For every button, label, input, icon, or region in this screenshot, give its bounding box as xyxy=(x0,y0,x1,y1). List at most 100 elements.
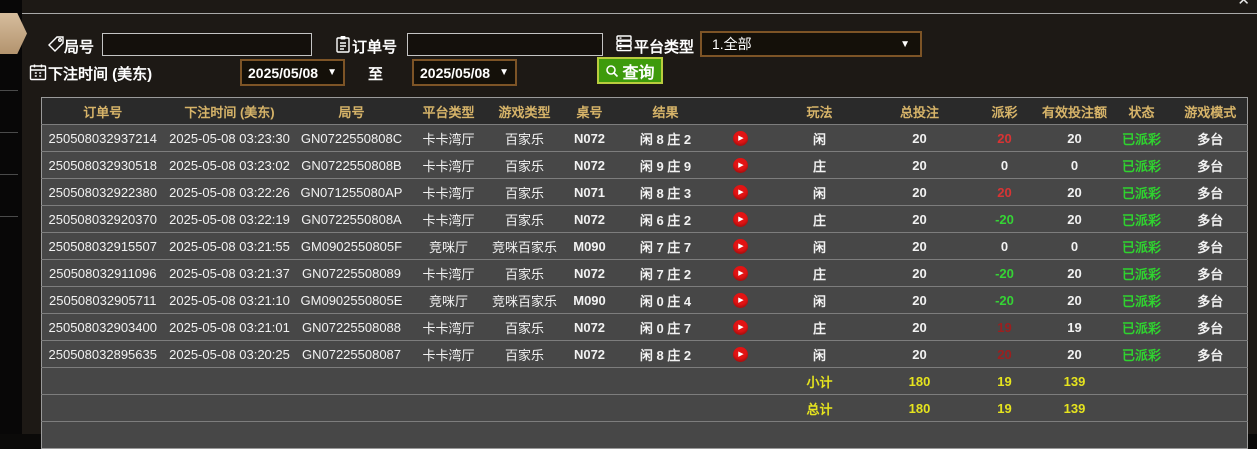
order-no: 250508032911096 xyxy=(49,265,157,281)
status-badge: 已派彩 xyxy=(1121,239,1161,255)
total-bet: 20 xyxy=(912,157,927,173)
total-bet: 20 xyxy=(912,265,927,281)
list-icon xyxy=(614,33,634,53)
search-icon xyxy=(606,64,619,77)
play-video-icon[interactable]: ▶ xyxy=(733,266,748,282)
valid-bet: 0 xyxy=(1070,238,1079,254)
round-no: GN0722550808C xyxy=(300,130,403,146)
status-badge: 已派彩 xyxy=(1121,347,1161,363)
table-no: N071 xyxy=(573,184,606,200)
game-type: 竞咪百家乐 xyxy=(491,239,557,255)
platform-type-select[interactable]: 1.全部 ▼ xyxy=(700,31,922,57)
order-no: 250508032920370 xyxy=(48,211,157,227)
bet-time: 2025-05-08 03:21:10 xyxy=(169,292,290,308)
query-button[interactable]: 查询 xyxy=(597,57,663,84)
game-type: 百家乐 xyxy=(504,320,544,336)
payout: -20 xyxy=(995,292,1014,308)
bet-time: 2025-05-08 03:23:30 xyxy=(169,130,290,146)
result: 闲 8 庄 2 xyxy=(639,347,692,363)
col-round: 局号 xyxy=(295,97,408,125)
play-video-icon[interactable]: ▶ xyxy=(733,347,748,363)
table-no: N072 xyxy=(573,346,606,362)
round-no: GN07225508088 xyxy=(301,319,402,335)
empty-row xyxy=(41,421,1248,449)
play-video-icon[interactable]: ▶ xyxy=(733,158,748,174)
platform: 竞咪厅 xyxy=(428,239,468,255)
valid-bet: 20 xyxy=(1067,265,1082,281)
total-bet: 20 xyxy=(912,184,927,200)
chevron-down-icon: ▼ xyxy=(900,38,910,50)
play-video-icon[interactable]: ▶ xyxy=(733,212,748,228)
col-payout: 派彩 xyxy=(969,97,1040,125)
table-row: 250508032895635 2025-05-08 03:20:25 GN07… xyxy=(41,340,1248,368)
play-type: 庄 xyxy=(812,266,826,282)
valid-bet: 19 xyxy=(1067,319,1082,335)
play-video-icon[interactable]: ▶ xyxy=(733,131,748,147)
result: 闲 9 庄 9 xyxy=(639,158,692,174)
total-bet: 20 xyxy=(912,319,927,335)
play-type: 庄 xyxy=(812,212,826,228)
round-number-input[interactable] xyxy=(102,33,312,56)
valid-bet: 20 xyxy=(1067,346,1082,362)
platform-type-label: 平台类型 xyxy=(634,39,695,56)
play-type: 闲 xyxy=(812,347,826,363)
play-video-icon[interactable]: ▶ xyxy=(733,293,748,309)
order-no: 250508032903400 xyxy=(48,319,157,335)
play-video-icon[interactable]: ▶ xyxy=(733,239,748,255)
play-video-icon[interactable]: ▶ xyxy=(733,320,748,336)
platform: 卡卡湾厅 xyxy=(422,185,475,201)
table-row: 250508032920370 2025-05-08 03:22:19 GN07… xyxy=(41,205,1248,233)
game-mode: 多台 xyxy=(1197,266,1224,282)
table-row: 250508032930518 2025-05-08 03:23:02 GN07… xyxy=(41,151,1248,179)
order-no: 250508032930518 xyxy=(48,157,157,173)
payout: 20 xyxy=(997,184,1012,200)
order-number-input[interactable] xyxy=(407,33,603,56)
bet-time: 2025-05-08 03:21:37 xyxy=(169,265,290,281)
table-row: 250508032911096 2025-05-08 03:21:37 GN07… xyxy=(41,259,1248,287)
platform: 卡卡湾厅 xyxy=(422,320,475,336)
col-table-no: 桌号 xyxy=(559,97,620,125)
platform: 卡卡湾厅 xyxy=(422,158,475,174)
to-label: 至 xyxy=(368,66,384,83)
col-status: 状态 xyxy=(1109,97,1174,125)
date-from-select[interactable]: 2025/05/08 ▼ xyxy=(240,59,345,86)
order-no: 250508032915507 xyxy=(48,238,157,254)
order-no: 250508032905711 xyxy=(49,292,157,308)
game-mode: 多台 xyxy=(1197,320,1224,336)
status-badge: 已派彩 xyxy=(1121,320,1161,336)
total-bet: 20 xyxy=(912,211,927,227)
valid-bet: 20 xyxy=(1067,292,1082,308)
col-game-type: 游戏类型 xyxy=(489,97,560,125)
play-type: 庄 xyxy=(812,320,826,336)
col-game-mode: 游戏模式 xyxy=(1173,97,1248,125)
result: 闲 7 庄 2 xyxy=(639,266,692,282)
result: 闲 7 庄 7 xyxy=(639,239,692,255)
play-video-icon[interactable]: ▶ xyxy=(733,185,748,201)
grand-total-payout: 19 xyxy=(997,400,1012,416)
query-button-label: 查询 xyxy=(622,64,655,82)
payout: 20 xyxy=(997,130,1012,146)
round-no: GN07225508087 xyxy=(301,346,402,362)
calendar-icon xyxy=(28,62,48,82)
result: 闲 0 庄 4 xyxy=(639,293,692,309)
payout: 0 xyxy=(1000,157,1009,173)
payout: -20 xyxy=(995,211,1014,227)
status-badge: 已派彩 xyxy=(1121,293,1161,309)
game-mode: 多台 xyxy=(1197,185,1224,201)
play-type: 闲 xyxy=(812,239,826,255)
table-row: 250508032915507 2025-05-08 03:21:55 GM09… xyxy=(41,232,1248,260)
table-no: N072 xyxy=(573,265,606,281)
col-order: 订单号 xyxy=(41,97,164,125)
game-type: 百家乐 xyxy=(504,266,544,282)
grand-total-row: 总计 180 19 139 xyxy=(41,394,1248,422)
grand-total-total-bet: 180 xyxy=(908,400,931,416)
order-no: 250508032922380 xyxy=(48,184,157,200)
date-to-select[interactable]: 2025/05/08 ▼ xyxy=(412,59,517,86)
close-icon[interactable]: ✕ xyxy=(1237,0,1250,9)
platform-type-value: 1.全部 xyxy=(712,36,752,52)
order-number-label: 订单号 xyxy=(352,39,398,56)
order-no: 250508032937214 xyxy=(48,130,157,146)
order-no: 250508032895635 xyxy=(48,346,157,362)
payout: 19 xyxy=(997,319,1012,335)
table-row: 250508032903400 2025-05-08 03:21:01 GN07… xyxy=(41,313,1248,341)
